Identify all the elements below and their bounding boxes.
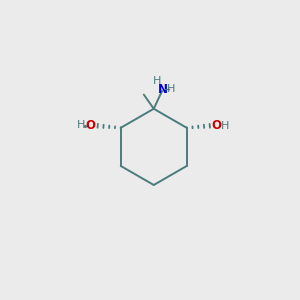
Text: H: H: [153, 76, 162, 86]
Text: H: H: [221, 121, 229, 130]
Text: O: O: [211, 119, 221, 132]
Text: N: N: [158, 83, 167, 96]
Text: H: H: [167, 84, 176, 94]
Text: H: H: [77, 120, 86, 130]
Text: O: O: [85, 119, 95, 132]
